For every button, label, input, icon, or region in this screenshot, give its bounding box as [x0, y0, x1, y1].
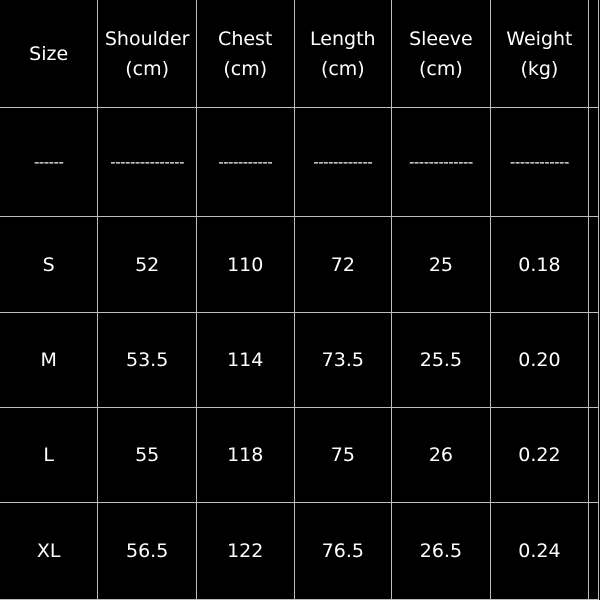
- header-weight: Weight (kg): [489, 0, 590, 108]
- cell: 26: [391, 407, 491, 503]
- edge-cell: [588, 107, 599, 217]
- cell: 0.24: [489, 502, 590, 600]
- cell: 75: [293, 407, 393, 503]
- cell: 56.5: [97, 502, 197, 600]
- cell: 53.5: [97, 312, 197, 408]
- cell: 0.22: [489, 407, 590, 503]
- cell: 26.5: [391, 502, 491, 600]
- cell: M: [0, 312, 99, 408]
- header-shoulder: Shoulder (cm): [97, 0, 197, 108]
- table-row: XL 56.5 122 76.5 26.5 0.24: [0, 502, 599, 600]
- table-row: M 53.5 114 73.5 25.5 0.20: [0, 312, 599, 408]
- header-sleeve: Sleeve (cm): [391, 0, 491, 108]
- table-row: S 52 110 72 25 0.18: [0, 216, 599, 313]
- cell: 0.18: [489, 216, 590, 313]
- cell: 110: [195, 216, 295, 313]
- cell: 76.5: [293, 502, 393, 600]
- cell: XL: [0, 502, 99, 600]
- cell: 25.5: [391, 312, 491, 408]
- cell: 52: [97, 216, 197, 313]
- table-row: L 55 118 75 26 0.22: [0, 407, 599, 503]
- header-size: Size: [0, 0, 99, 108]
- cell: 114: [195, 312, 295, 408]
- edge-cell: [588, 216, 599, 313]
- header-chest: Chest (cm): [195, 0, 295, 108]
- separator-cell: ------------: [489, 107, 590, 217]
- edge-cell: [588, 502, 599, 600]
- cell: 55: [97, 407, 197, 503]
- separator-cell: -------------: [391, 107, 491, 217]
- header-length: Length (cm): [293, 0, 393, 108]
- separator-cell: ---------------: [97, 107, 197, 217]
- cell: 72: [293, 216, 393, 313]
- cell: 122: [195, 502, 295, 600]
- header-row: Size Shoulder (cm) Chest (cm) Length (cm) S…: [0, 0, 599, 108]
- separator-row: ------ --------------- ----------- -----…: [0, 107, 599, 217]
- cell: 25: [391, 216, 491, 313]
- cell: 118: [195, 407, 295, 503]
- separator-cell: -----------: [195, 107, 295, 217]
- cell: 73.5: [293, 312, 393, 408]
- separator-cell: ------------: [293, 107, 393, 217]
- cell: S: [0, 216, 99, 313]
- separator-cell: ------: [0, 107, 99, 217]
- edge-cell: [588, 407, 599, 503]
- cell: L: [0, 407, 99, 503]
- edge-cell: [588, 0, 599, 108]
- cell: 0.20: [489, 312, 590, 408]
- edge-cell: [588, 312, 599, 408]
